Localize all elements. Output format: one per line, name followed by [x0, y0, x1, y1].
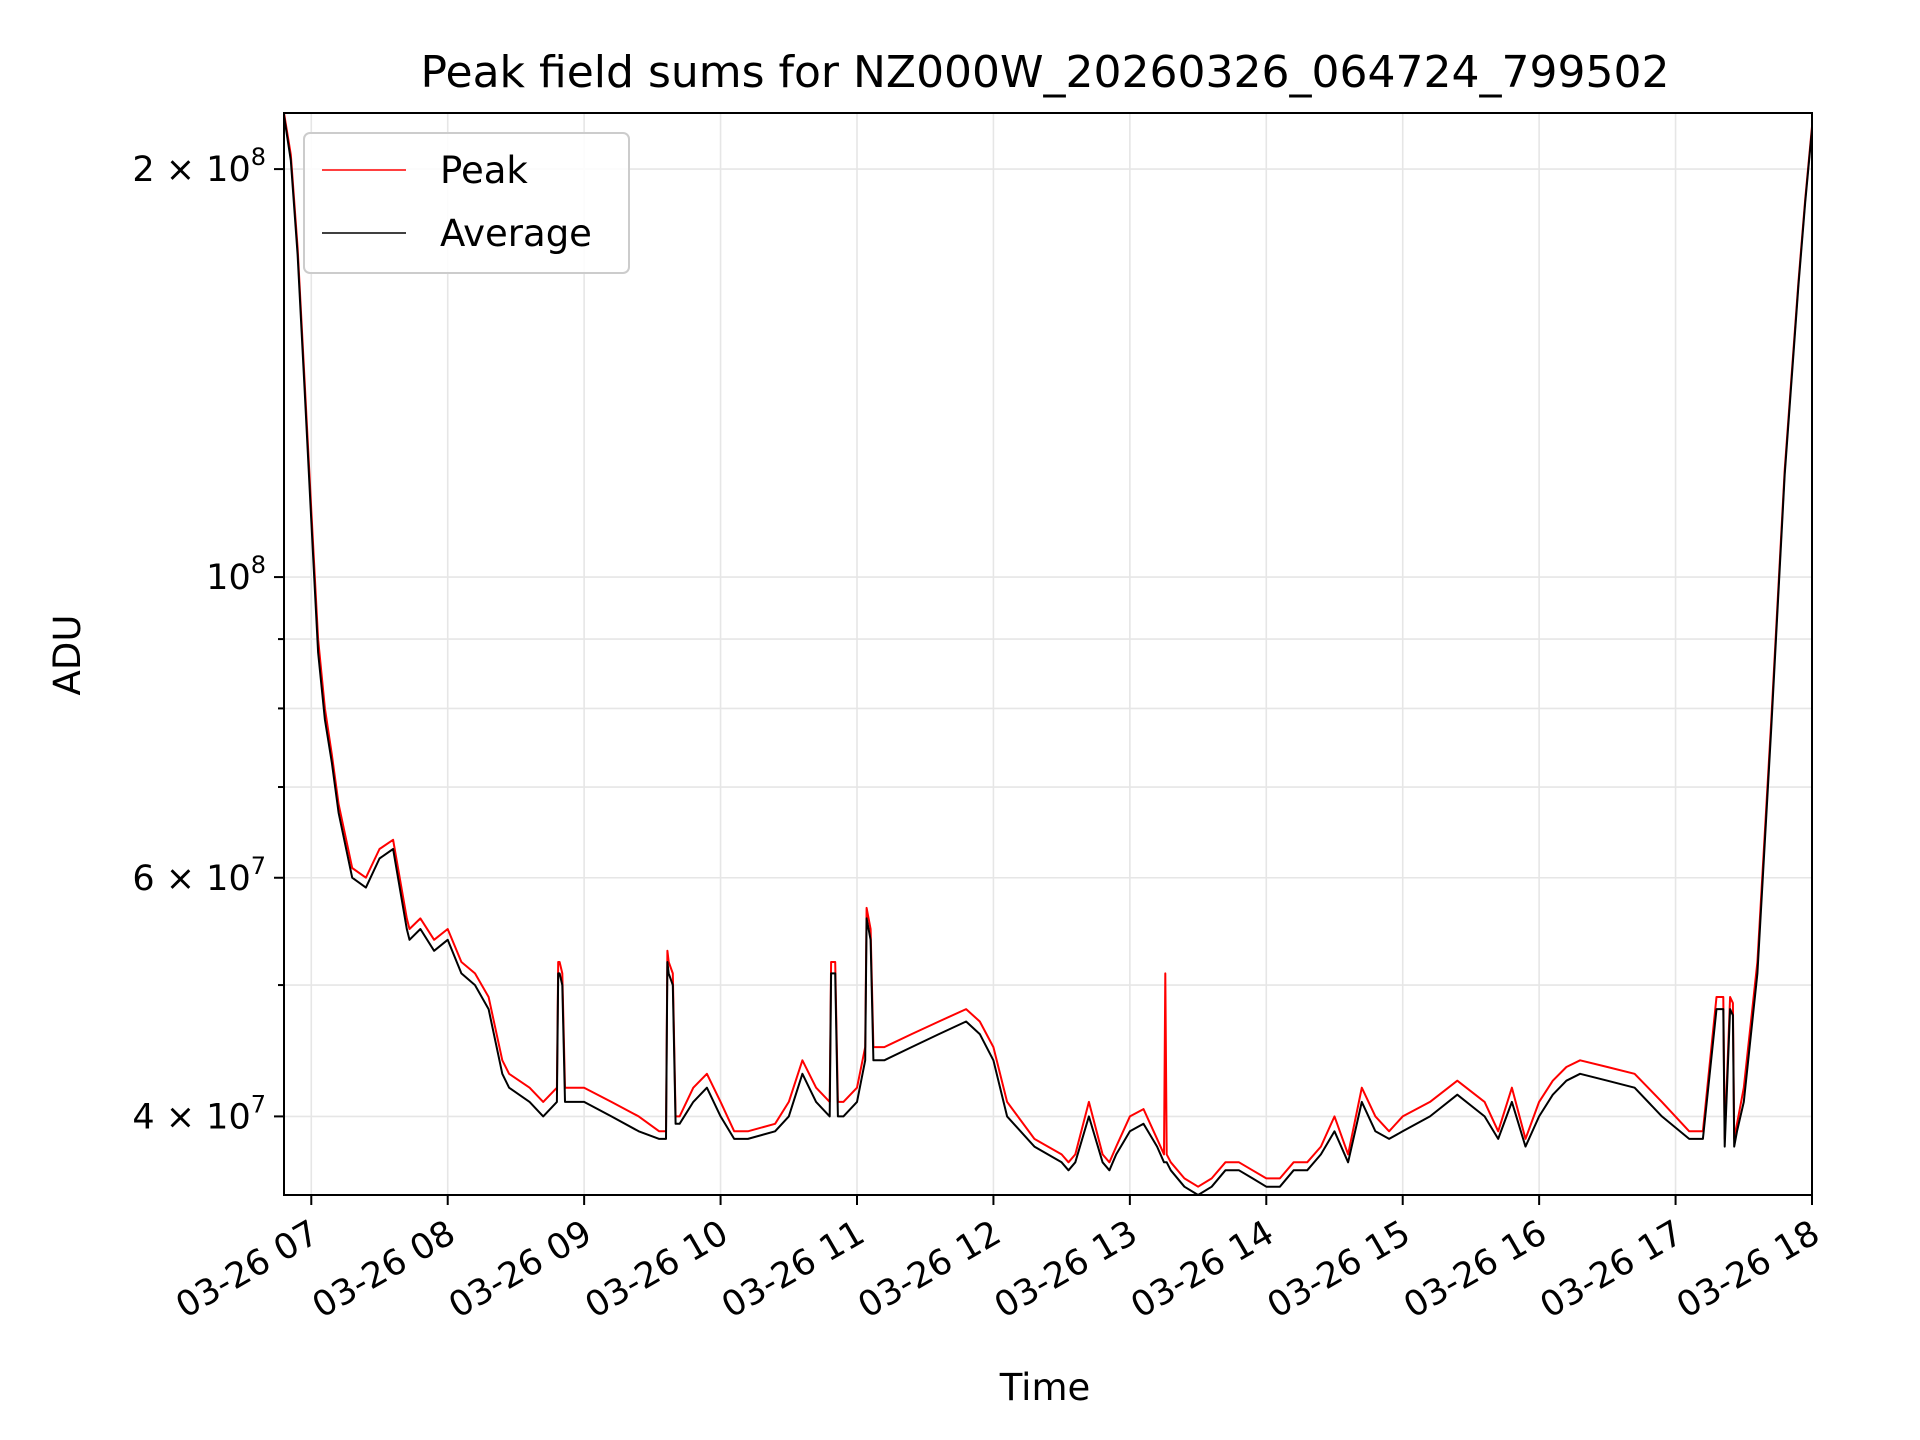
- legend-label-peak: Peak: [440, 149, 528, 192]
- series-line-average: [283, 115, 1813, 1196]
- y-axis-label: ADU: [46, 615, 89, 696]
- series-line-peak: [283, 112, 1813, 1188]
- legend-box: [303, 132, 630, 274]
- legend-label-average: Average: [440, 212, 592, 255]
- y-tick-label: 108: [206, 551, 266, 598]
- y-tick-label: 6 × 107: [132, 852, 266, 899]
- chart-title: Peak field sums for NZ000W_20260326_0647…: [421, 47, 1670, 98]
- y-tick-label: 4 × 107: [132, 1090, 266, 1137]
- legend: Peak Average: [303, 132, 630, 274]
- y-tick-label: 2 × 108: [132, 143, 266, 190]
- grid: [284, 113, 1813, 1195]
- plot-area-frame: [283, 112, 1813, 1196]
- x-axis-label: Time: [999, 1366, 1091, 1409]
- series-layer: [283, 112, 1813, 1196]
